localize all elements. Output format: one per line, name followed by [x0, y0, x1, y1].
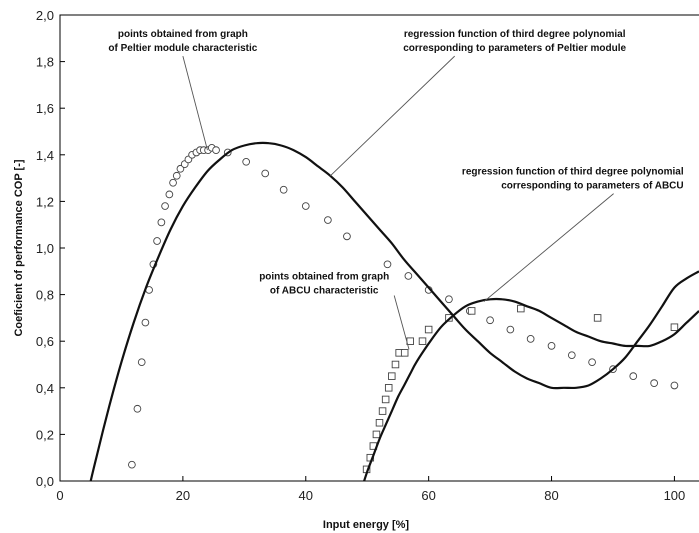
annotation-text: of ABCU characteristic [270, 285, 379, 296]
square-point [467, 307, 476, 315]
regression-curve [89, 141, 699, 481]
annotation-text: points obtained from graph [259, 271, 389, 282]
square-point [388, 372, 396, 380]
y-tick-label: 1,2 [36, 194, 54, 209]
circle-point [343, 232, 351, 241]
series-group [89, 141, 699, 481]
annotation-text: corresponding to parameters of ABCU [501, 181, 683, 192]
square-point [670, 323, 679, 331]
circle-point [279, 185, 288, 194]
circle-point [212, 146, 220, 154]
circle-point [324, 216, 332, 224]
circle-point [137, 358, 146, 367]
y-tick-label: 1,0 [36, 241, 54, 256]
annotation-leader [182, 56, 208, 151]
annotation-leader [483, 193, 614, 302]
x-tick-label: 60 [421, 488, 435, 503]
circle-point [161, 202, 169, 210]
annotation-1: points obtained from graph of Peltier mod… [108, 29, 258, 151]
y-tick-label: 0,6 [36, 334, 54, 349]
x-tick-label: 80 [544, 488, 558, 503]
square-point [400, 349, 409, 357]
y-tick-label: 0,4 [36, 381, 54, 396]
circle-point [157, 218, 166, 227]
circle-point [650, 379, 658, 387]
square-point [384, 384, 393, 392]
x-axis-ticks: 0 20 40 60 80 100 [56, 476, 685, 503]
circle-point [588, 358, 596, 367]
circle-point [629, 372, 638, 381]
y-tick-label: 0,2 [36, 427, 54, 442]
annotation-text: regression function of third degree poly… [404, 29, 626, 40]
annotation-2: regression function of third degree poly… [330, 29, 627, 177]
circle-point [445, 295, 453, 304]
annotation-4: points obtained from graph of ABCU charac… [259, 271, 410, 350]
square-point [593, 314, 602, 322]
square-point [418, 337, 427, 345]
regression-curve [363, 297, 699, 481]
circle-point [169, 178, 177, 187]
circle-point [141, 318, 150, 327]
annotation-leader [330, 55, 455, 177]
y-axis-ticks: 0,0 0,2 0,4 0,6 0,8 1,0 1,2 1,4 1,6 1,8 2,0 [36, 8, 65, 489]
annotations: points obtained from graph of Peltier mod… [108, 29, 684, 350]
annotation-text: points obtained from graph [118, 29, 248, 40]
circle-point [383, 260, 392, 269]
square-point [378, 407, 387, 415]
x-tick-label: 40 [299, 488, 313, 503]
annotation-text: regression function of third degree poly… [462, 167, 684, 178]
series-4 [363, 297, 699, 481]
circle-point [547, 342, 556, 350]
circle-point [526, 335, 535, 343]
circle-point [301, 202, 310, 210]
circle-point [486, 316, 494, 325]
y-tick-label: 1,6 [36, 101, 54, 116]
x-axis-label: Input energy [%] [323, 519, 410, 531]
square-point [424, 325, 433, 334]
circle-point [128, 460, 136, 469]
x-tick-label: 0 [56, 488, 63, 503]
circle-point [506, 325, 515, 334]
y-tick-label: 2,0 [36, 8, 54, 23]
circle-point [172, 171, 181, 180]
y-tick-label: 0,0 [36, 474, 54, 489]
circle-point [404, 272, 413, 280]
y-axis-label: Coeficient of performance COP [-] [13, 159, 25, 336]
annotation-leader [393, 295, 410, 350]
square-point [406, 337, 414, 345]
square-point [517, 304, 525, 313]
square-point [391, 360, 400, 369]
annotation-text: of Peltier module characteristic [108, 43, 257, 54]
x-tick-label: 20 [176, 488, 190, 503]
circle-point [670, 381, 679, 390]
x-tick-label: 100 [664, 488, 686, 503]
series-1 [128, 143, 679, 469]
y-tick-label: 1,8 [36, 55, 54, 70]
circle-point [261, 169, 270, 178]
square-point [381, 395, 390, 404]
y-tick-label: 1,4 [36, 148, 54, 163]
circle-point [133, 404, 142, 413]
square-point [372, 430, 381, 439]
series-2 [362, 304, 679, 474]
y-tick-label: 0,8 [36, 288, 54, 303]
circle-point [242, 157, 251, 166]
circle-point [153, 237, 161, 245]
annotation-text: corresponding to parameters of Peltier m… [403, 43, 626, 54]
annotation-3: regression function of third degree poly… [462, 167, 684, 302]
circle-point [176, 164, 185, 173]
circle-point [165, 190, 174, 199]
square-point [375, 419, 384, 427]
series-3 [89, 141, 699, 481]
circle-point [567, 351, 576, 360]
